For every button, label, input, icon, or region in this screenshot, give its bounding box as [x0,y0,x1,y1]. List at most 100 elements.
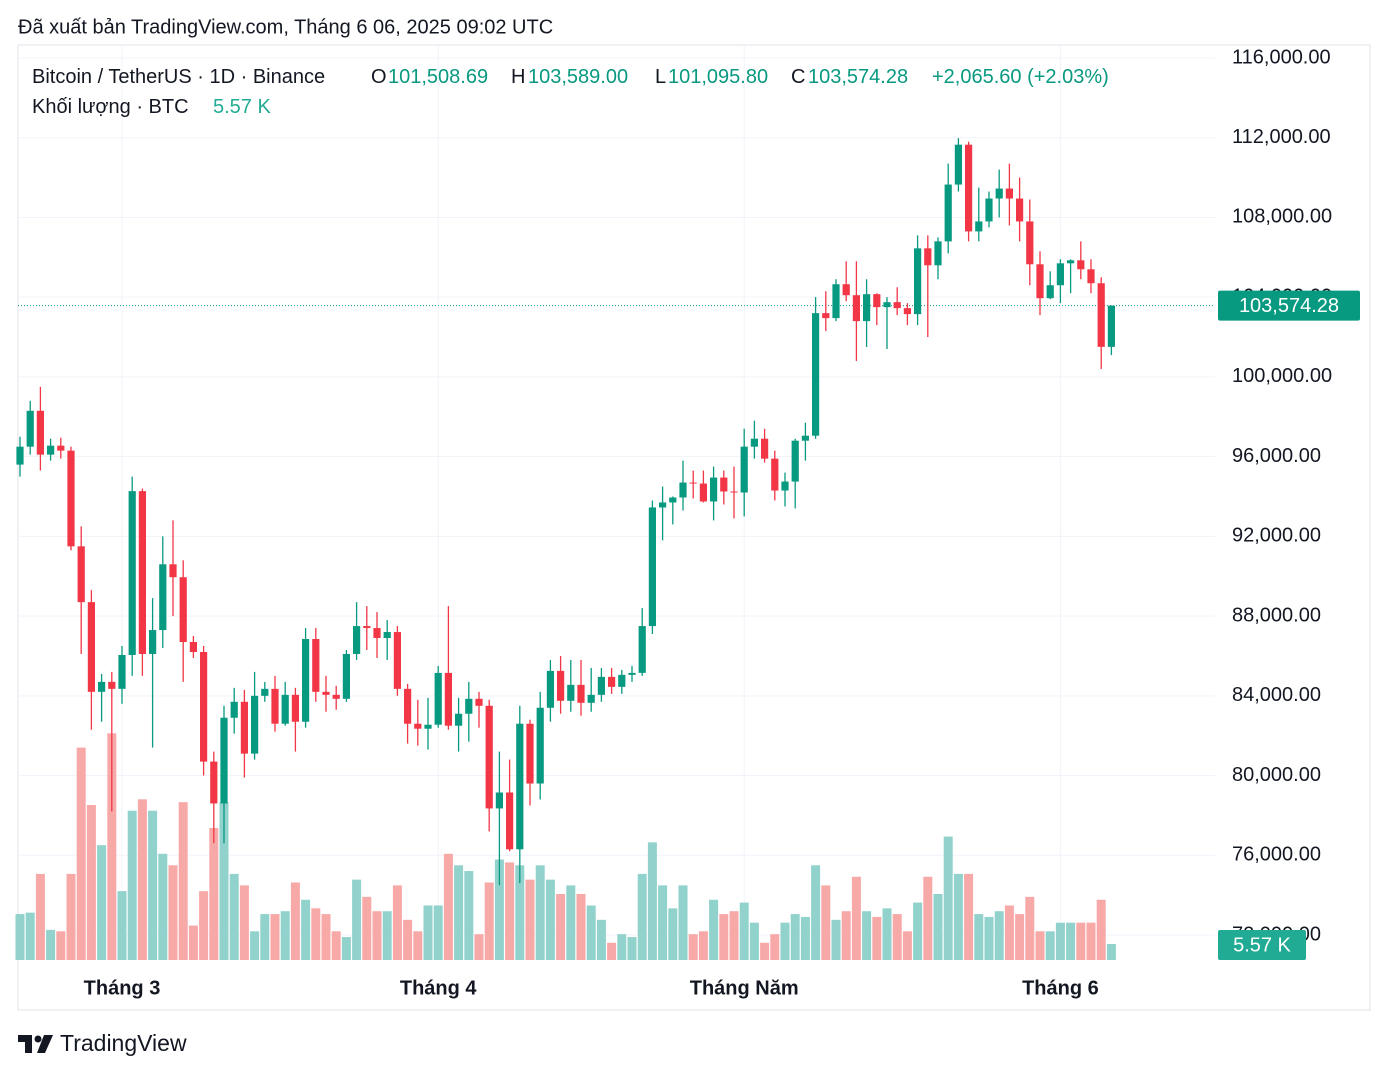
candle-body [669,497,677,503]
volume-bar [698,931,708,960]
candle-body [251,695,259,754]
candle-body [1067,260,1075,264]
candle-body [36,410,44,455]
volume-bar [209,827,219,960]
candle-body [414,723,422,729]
candle-body [924,248,932,266]
volume-bar [433,905,443,960]
candle-body [271,688,279,724]
volume-bar [188,925,198,960]
candle-body [791,440,799,482]
candle-body [169,564,177,578]
candle-body [1087,269,1095,284]
candle-body [740,446,748,493]
volume-bar [556,893,566,960]
y-tick-label: 76,000.00 [1232,844,1321,866]
candle-body [189,642,197,652]
volume-bar [362,896,372,960]
volume-bar [933,893,943,960]
candle-body [495,792,503,809]
logo: TradingView [18,1030,187,1056]
volume-bar [821,885,831,960]
candle-body [383,632,391,639]
candle-body [475,698,483,706]
volume-bar [168,865,178,960]
volume-bar [341,937,351,960]
candle-body [1097,283,1105,347]
volume-bar [729,911,739,960]
volume-badge-label: 5.57 K [1233,934,1291,956]
volume-bar [158,853,168,960]
candle-body [852,295,860,322]
candle-body [577,684,585,703]
candle-body [363,626,371,629]
volume-bar [872,916,882,960]
candle-body [465,698,473,714]
volume-bar [301,899,311,960]
volume-bar [596,919,606,960]
volume-bar [311,908,321,960]
volume-bar [35,873,45,960]
volume-layer [15,733,1116,960]
candle-body [67,450,75,547]
candle-body [679,482,687,498]
y-tick-label: 80,000.00 [1232,764,1321,786]
volume-bar [1106,944,1116,960]
volume-bar [494,859,504,960]
volume-bar [658,885,668,960]
candle-body [516,723,524,850]
candle-body [149,630,157,654]
candle-body [1005,188,1013,199]
candle-body [1026,221,1034,265]
volume-bar [902,931,912,960]
candle-body [210,761,218,804]
candle-body [47,445,55,455]
y-tick-label: 116,000.00 [1232,46,1331,68]
volume-bar [1066,922,1076,960]
candle-body [57,445,65,451]
volume-bar [566,885,576,960]
volume-bar [66,873,76,960]
x-tick-label: Tháng 3 [84,977,161,999]
x-tick-label: Tháng Năm [690,977,799,999]
volume-bar [841,911,851,960]
volume-bar [607,942,617,960]
volume-bar [199,891,209,960]
candle-body [801,435,809,441]
candle-body [98,681,106,692]
y-tick-label: 96,000.00 [1232,445,1321,467]
volume-bar [321,914,331,960]
candle-body [954,144,962,185]
volume-bar [505,862,515,960]
volume-bar [107,733,117,960]
legend-change: +2,065.60 (+2.03%) [932,66,1109,88]
volume-bar [923,876,933,960]
volume-bar [484,882,494,960]
candle-body [1077,260,1085,270]
volume-bar [627,937,637,960]
candle-body [567,684,575,701]
candle-body [842,284,850,296]
candle-body [965,144,973,232]
legend-h-label: H [511,66,525,88]
volume-bar [474,934,484,960]
candle-body [179,577,187,643]
logo-dot [34,1035,42,1043]
candle-body [944,184,952,242]
candle-body [914,248,922,315]
volume-bar [260,914,270,960]
candle-body [863,294,871,322]
volume-bar [535,865,545,960]
candle-body [424,724,432,729]
volume-bar [331,931,341,960]
candle-body [128,491,136,655]
legend-o-label: O [371,66,387,88]
volume-bar [515,865,525,960]
volume-badge [1218,930,1306,960]
candle-body [261,688,269,696]
volume-bar [800,916,810,960]
candle-body [812,313,820,436]
volume-bar [46,929,56,960]
legend-h: 103,589.00 [528,66,628,88]
candle-body [506,792,514,850]
